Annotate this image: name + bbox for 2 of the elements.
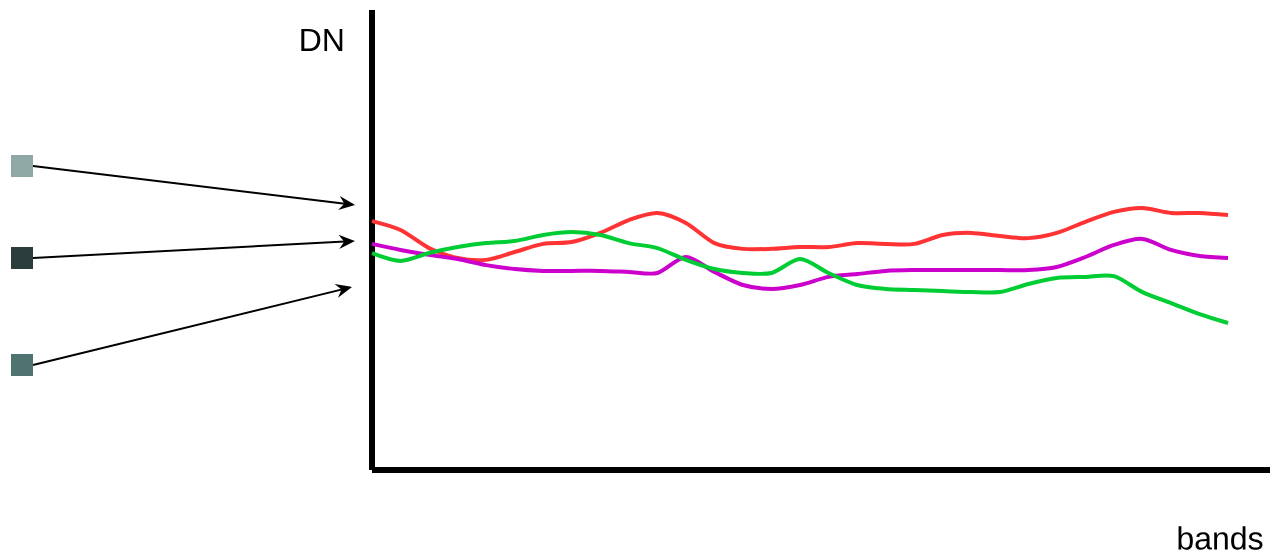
x-axis-title: bands <box>1178 526 1263 550</box>
y-axis-title: DN <box>301 28 343 51</box>
